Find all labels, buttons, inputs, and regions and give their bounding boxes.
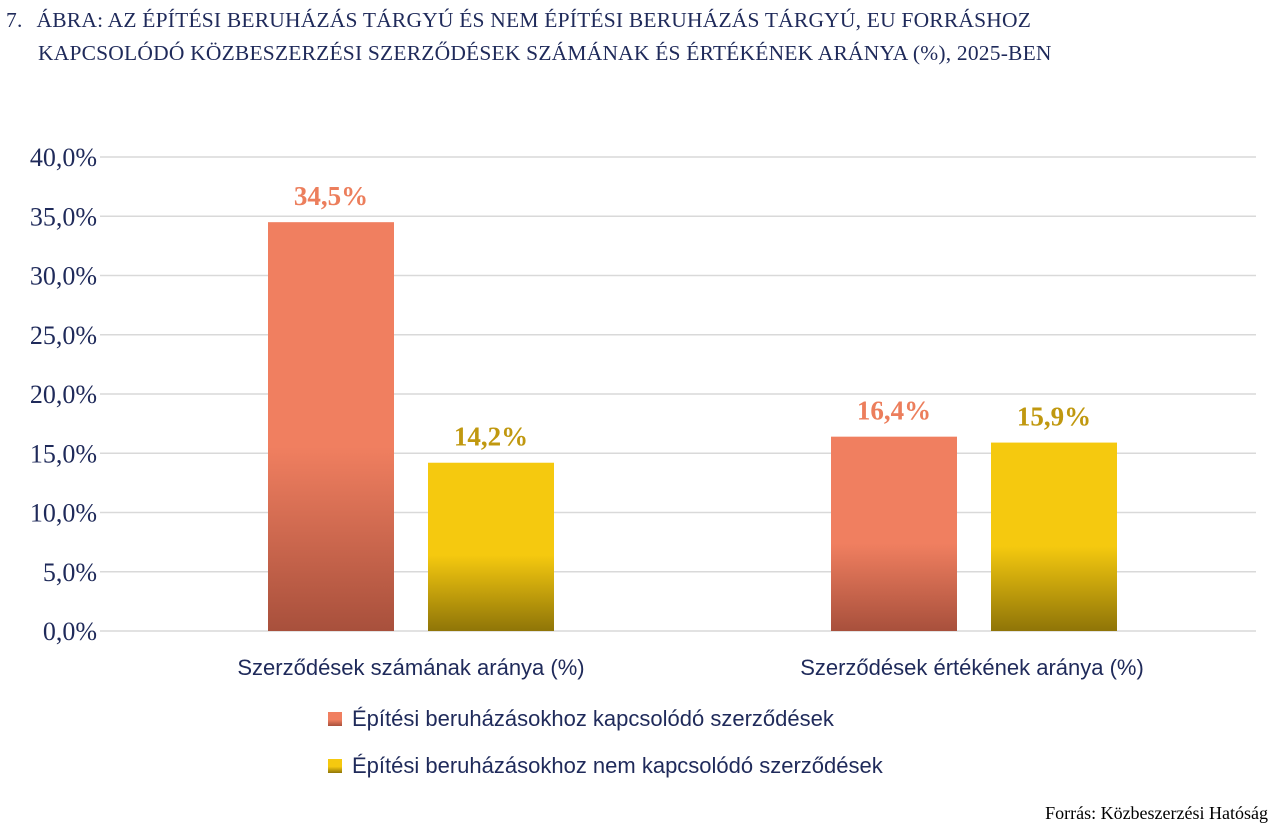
legend: Építési beruházásokhoz kapcsolódó szerző… xyxy=(328,706,884,778)
x-category-label: Szerződések értékének aránya (%) xyxy=(800,655,1144,680)
chart-title-line-1: 7. ÁBRA: AZ ÉPÍTÉSI BERUHÁZÁS TÁRGYÚ ÉS N… xyxy=(0,4,1280,37)
data-label: 16,4% xyxy=(857,396,931,426)
y-tick-label: 25,0% xyxy=(30,321,97,350)
chart-title-line-2: KAPCSOLÓDÓ KÖZBESZERZÉSI SZERZŐDÉSEK SZÁ… xyxy=(38,41,1052,65)
data-label: 15,9% xyxy=(1017,402,1091,432)
data-labels: 34,5% 14,2% 16,4% 15,9% xyxy=(294,181,1091,452)
y-tick-label: 5,0% xyxy=(43,558,97,587)
chart-title: 7. ÁBRA: AZ ÉPÍTÉSI BERUHÁZÁS TÁRGYÚ ÉS N… xyxy=(0,4,1280,70)
y-axis-tick-labels: 0,0% 5,0% 10,0% 15,0% 20,0% 25,0% 30,0% 35,0% 40… xyxy=(30,143,97,646)
bar-series-1-category-1 xyxy=(268,222,394,632)
bar-series-2-category-2 xyxy=(991,442,1117,631)
x-category-label: Szerződések számának aránya (%) xyxy=(237,655,584,680)
chart-title-text-1: ÁBRA: AZ ÉPÍTÉSI BERUHÁZÁS TÁRGYÚ ÉS NEM… xyxy=(36,8,1032,32)
y-tick-label: 35,0% xyxy=(30,202,97,231)
y-tick-label: 15,0% xyxy=(30,439,97,468)
legend-swatch xyxy=(328,759,342,773)
bars xyxy=(268,222,1117,632)
legend-swatch xyxy=(328,712,342,726)
y-tick-label: 10,0% xyxy=(30,499,97,528)
data-label: 14,2% xyxy=(454,422,528,452)
y-tick-label: 40,0% xyxy=(30,143,97,172)
source-note: Forrás: Közbeszerzési Hatóság xyxy=(1045,803,1268,823)
legend-label: Építési beruházásokhoz kapcsolódó szerző… xyxy=(352,706,835,731)
y-tick-label: 0,0% xyxy=(43,617,97,646)
y-tick-label: 20,0% xyxy=(30,380,97,409)
data-label: 34,5% xyxy=(294,181,368,211)
bar-series-2-category-1 xyxy=(428,462,554,631)
figure-number: 7. xyxy=(6,8,23,32)
x-axis-category-labels: Szerződések számának aránya (%) Szerződés… xyxy=(237,655,1143,680)
legend-label: Építési beruházásokhoz nem kapcsolódó sz… xyxy=(352,753,884,778)
y-tick-label: 30,0% xyxy=(30,262,97,291)
bar-series-1-category-2 xyxy=(831,436,957,631)
